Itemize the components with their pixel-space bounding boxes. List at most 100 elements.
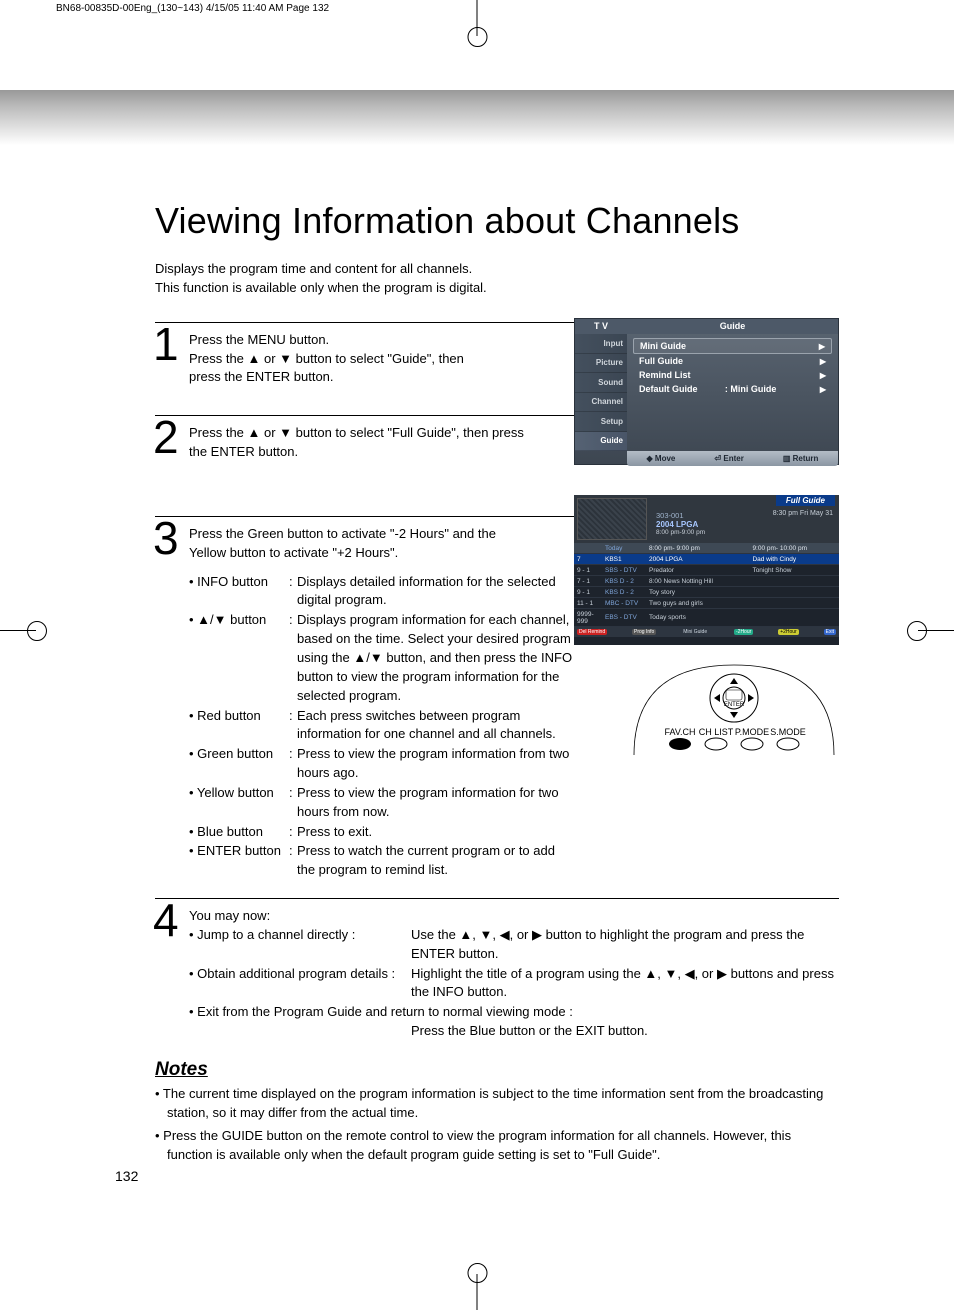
tv-menu-item: Remind List▶: [633, 368, 832, 382]
remote-btn-label: CH LIST: [699, 727, 734, 737]
guide-row: 9 - 1KBS D - 2Toy story: [574, 587, 839, 598]
button-function-row: • ENTER button:Press to watch the curren…: [189, 842, 575, 880]
guide-prog: Toy story: [646, 587, 749, 598]
button-desc: Press to view the program information fo…: [297, 784, 575, 822]
guide-prog: [749, 609, 839, 627]
tv-menu-content: Mini Guide▶Full Guide▶Remind List▶Defaul…: [627, 334, 838, 451]
button-label: • Red button: [189, 707, 289, 745]
guide-prog: [749, 576, 839, 587]
step4-row: • Obtain additional program details :Hig…: [189, 965, 839, 1003]
step-1: 1 Press the MENU button. Press the ▲ or …: [155, 322, 575, 388]
step-text: Press the Blue button or the EXIT button…: [411, 1022, 839, 1041]
button-desc: Press to exit.: [297, 823, 575, 842]
arrow-icon: ▶: [820, 385, 826, 394]
button-function-row: • Blue button:Press to exit.: [189, 823, 575, 842]
guide-prog: Tonight Show: [749, 565, 839, 576]
footer-move: ◆ Move: [647, 454, 676, 463]
button-label: • Blue button: [189, 823, 289, 842]
step-number: 2: [153, 414, 179, 460]
button-function-row: • Green button:Press to view the program…: [189, 745, 575, 783]
guide-row: 9 - 1SBS - DTVPredatorTonight Show: [574, 565, 839, 576]
guide-ch: 11 - 1: [574, 598, 602, 609]
guide-footer-item: Prog Info: [632, 629, 656, 635]
button-desc: Displays detailed information for the se…: [297, 573, 575, 611]
tv-sidebar-tab: Sound: [575, 373, 627, 393]
button-function-row: • INFO button:Displays detailed informat…: [189, 573, 575, 611]
step4-row: • Jump to a channel directly :Use the ▲,…: [189, 926, 839, 964]
program-time: 8:00 pm-9:00 pm: [656, 529, 833, 536]
full-guide-title: Full Guide: [776, 495, 835, 506]
button-label: • ▲/▼ button: [189, 611, 289, 705]
guide-prog: Two guys and girls: [646, 598, 749, 609]
guide-chname: SBS - DTV: [602, 565, 646, 576]
guide-chname: KBS D - 2: [602, 587, 646, 598]
option-desc: Use the ▲, ▼, ◀, or ▶ button to highligh…: [411, 926, 839, 964]
note-item: • The current time displayed on the prog…: [155, 1085, 839, 1123]
remote-btn-label: S.MODE: [770, 727, 806, 737]
guide-footer-item: Mini Guide: [681, 629, 709, 635]
intro-line: This function is available only when the…: [155, 279, 839, 298]
tv-menu-item: Default Guide : Mini Guide ▶: [633, 382, 832, 396]
guide-prog: [749, 598, 839, 609]
step-text: the ENTER button.: [189, 443, 575, 462]
step-text: Press the ▲ or ▼ button to select "Full …: [189, 424, 575, 443]
program-name: 2004 LPGA: [656, 520, 833, 529]
enter-label: ENTER: [724, 702, 745, 708]
arrow-icon: ▶: [820, 371, 826, 380]
notes-list: • The current time displayed on the prog…: [155, 1085, 839, 1164]
button-functions-list: • INFO button:Displays detailed informat…: [189, 573, 575, 881]
preview-thumbnail: [577, 498, 647, 540]
header-gradient: [0, 90, 954, 145]
menu-item-value: : Mini Guide: [725, 384, 777, 394]
guide-prog: 8:00 News Notting Hill: [646, 576, 749, 587]
step-text: • Exit from the Program Guide and return…: [189, 1003, 839, 1022]
guide-ch: 9999-999: [574, 609, 602, 627]
footer-return: ▥ Return: [783, 454, 819, 463]
tv-menu-screenshot: T V Guide InputPictureSoundChannelSetupG…: [574, 318, 839, 465]
guide-prog: Today sports: [646, 609, 749, 627]
step4-options: • Jump to a channel directly :Use the ▲,…: [189, 926, 839, 1002]
guide-chname: KBS D - 2: [602, 576, 646, 587]
button-function-row: • Yellow button:Press to view the progra…: [189, 784, 575, 822]
tv-sidebar-tab: Guide: [575, 432, 627, 452]
guide-col: [574, 543, 602, 554]
step-number: 1: [153, 321, 179, 367]
remote-btn-label: FAV.CH: [664, 727, 695, 737]
guide-col: 8:00 pm- 9:00 pm: [646, 543, 749, 554]
tv-sidebar-tab: Input: [575, 334, 627, 354]
guide-prog: 2004 LPGA: [646, 554, 749, 565]
guide-row: 7KBS12004 LPGADad with Cindy: [574, 554, 839, 565]
step-4: 4 You may now: • Jump to a channel direc…: [155, 898, 839, 1041]
guide-chname: KBS1: [602, 554, 646, 565]
step-text: You may now:: [189, 907, 839, 926]
footer-enter: ⏎ Enter: [714, 454, 743, 463]
tv-menu-item: Mini Guide▶: [633, 338, 832, 354]
guide-chname: MBC - DTV: [602, 598, 646, 609]
guide-footer-item: Exit: [824, 629, 836, 635]
tv-menu-title-left: T V: [575, 319, 627, 334]
page-title: Viewing Information about Channels: [155, 200, 839, 242]
tv-menu-footer: ◆ Move ⏎ Enter ▥ Return: [627, 451, 838, 466]
crop-mark: [477, 1274, 478, 1310]
tv-sidebar-tab: Picture: [575, 354, 627, 374]
guide-prog: Predator: [646, 565, 749, 576]
tv-sidebar-tab: Channel: [575, 393, 627, 413]
option-label: • Jump to a channel directly :: [189, 926, 411, 964]
remote-illustration: ENTER FAV.CH CH LIST P.MODE S.MODE: [629, 660, 839, 760]
step-3: 3 Press the Green button to activate "-2…: [155, 516, 575, 880]
step-text: press the ENTER button.: [189, 368, 575, 387]
remote-btn-label: P.MODE: [735, 727, 769, 737]
guide-ch: 7: [574, 554, 602, 565]
arrow-icon: ▶: [819, 342, 825, 351]
button-desc: Press to view the program information fr…: [297, 745, 575, 783]
menu-item-label: Default Guide: [639, 384, 698, 394]
arrow-icon: ▶: [820, 357, 826, 366]
step-number: 3: [153, 515, 179, 561]
button-desc: Press to watch the current program or to…: [297, 842, 575, 880]
button-desc: Each press switches between program info…: [297, 707, 575, 745]
step-text: Yellow button to activate "+2 Hours".: [189, 544, 575, 563]
crop-mark: [918, 630, 954, 631]
tv-menu-item: Full Guide▶: [633, 354, 832, 368]
guide-prog: Dad with Cindy: [749, 554, 839, 565]
tv-menu-sidebar: InputPictureSoundChannelSetupGuide: [575, 334, 627, 451]
